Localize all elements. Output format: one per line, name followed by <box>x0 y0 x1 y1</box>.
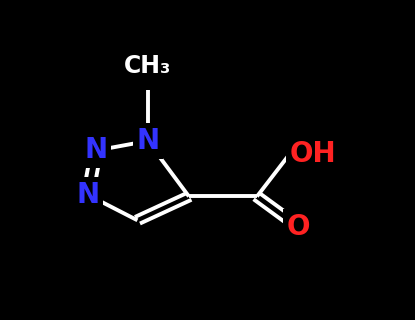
Text: N: N <box>136 127 159 155</box>
Text: CH₃: CH₃ <box>124 53 171 77</box>
Text: OH: OH <box>290 140 337 168</box>
Text: N: N <box>76 181 100 209</box>
Text: N: N <box>85 137 108 164</box>
Text: O: O <box>286 212 310 241</box>
